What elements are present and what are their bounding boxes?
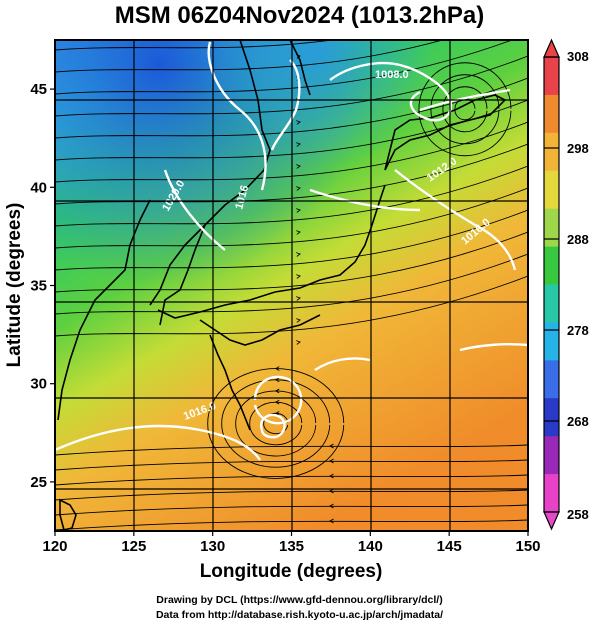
drawing-credit: Drawing by DCL (https://www.gfd-dennou.o… (156, 594, 443, 606)
colorbar: 308 298 288 278 268 258 (543, 38, 589, 531)
x-axis-label: Longitude (degrees) (200, 561, 383, 582)
streamline-arrow (329, 503, 334, 509)
grid-lines (55, 40, 528, 531)
streamline-arrow (274, 411, 280, 416)
streamline (55, 253, 528, 315)
streamline (55, 187, 528, 249)
streamline-arrow (274, 388, 280, 394)
colorbar-band (544, 94, 559, 134)
y-tick-label: 25 (30, 474, 47, 491)
colorbar-tick-label: 288 (567, 232, 589, 247)
streamline-arrow (329, 443, 334, 449)
streamline (55, 55, 528, 117)
streamline (55, 209, 528, 271)
colorbar-band (544, 474, 559, 513)
streamline-arrow (274, 399, 280, 405)
x-tick-label: 140 (358, 538, 383, 555)
streamline-arrow (296, 318, 301, 323)
streamline-arrow (296, 164, 301, 169)
streamline (55, 519, 528, 531)
colorbar-band (544, 170, 559, 210)
y-tick-label: 40 (30, 179, 47, 196)
wind-streamlines (55, 40, 528, 531)
colorbar-top-arrow (543, 38, 560, 58)
x-tick-label: 145 (437, 538, 462, 555)
streamline (55, 40, 336, 51)
x-tick-label: 150 (515, 538, 540, 555)
colorbar-bands (544, 57, 559, 513)
streamline (55, 504, 528, 516)
streamline-arrow (296, 296, 301, 301)
colorbar-band (544, 398, 559, 437)
colorbar-band (544, 246, 559, 285)
chart-title: MSM 06Z04Nov2024 (1013.2hPa) (114, 2, 485, 29)
streamline-arrow (296, 274, 301, 279)
streamline (207, 368, 345, 479)
colorbar-band (544, 436, 559, 475)
streamline-arrow (296, 120, 301, 125)
colorbar-tick-label: 308 (567, 49, 589, 64)
isobar-label: 1008.0 (375, 69, 409, 81)
colorbar-band (544, 284, 559, 323)
y-axis-ticks: 25 30 35 40 45 (30, 81, 55, 491)
y-tick-label: 35 (30, 278, 47, 295)
x-tick-label: 135 (279, 538, 304, 555)
streamline-arrow (296, 208, 301, 213)
colorbar-tick-label: 268 (567, 414, 589, 429)
streamline-arrow (274, 366, 280, 371)
streamline (442, 86, 488, 133)
streamline-arrow (296, 142, 301, 147)
streamline-arrow (329, 488, 334, 494)
streamline-arrow (296, 186, 301, 191)
streamline-arrow (329, 458, 334, 464)
streamline (249, 401, 303, 446)
streamline-arrow (296, 340, 301, 345)
streamline (430, 74, 500, 145)
streamline-arrow (296, 252, 301, 257)
streamline (55, 275, 528, 337)
streamline-arrow (329, 518, 334, 524)
streamline (55, 474, 528, 486)
streamline (221, 379, 331, 468)
colorbar-tick-label: 278 (567, 323, 589, 338)
streamline (454, 98, 476, 121)
streamline (55, 231, 528, 293)
colorbar-band (544, 360, 559, 399)
streamline (55, 40, 513, 95)
colorbar-band (544, 208, 559, 248)
x-tick-label: 120 (42, 538, 67, 555)
colorbar-band (544, 322, 559, 361)
colorbar-ticks: 308 298 288 278 268 258 (544, 49, 589, 522)
streamline (55, 40, 445, 73)
streamline (55, 444, 528, 456)
streamline (418, 62, 512, 157)
y-axis-label: Latitude (degrees) (4, 203, 25, 368)
streamline (55, 459, 528, 471)
x-tick-label: 125 (121, 538, 146, 555)
colorbar-band (544, 57, 559, 96)
streamline (235, 390, 317, 457)
streamline-arrow (274, 377, 280, 383)
colorbar-band (544, 132, 559, 172)
streamline (55, 121, 528, 183)
data-credit: Data from http://database.rish.kyoto-u.a… (155, 609, 444, 621)
x-tick-label: 130 (200, 538, 225, 555)
x-axis-ticks: 120 125 130 135 140 145 150 (42, 531, 541, 555)
colorbar-bottom-arrow (543, 511, 560, 531)
streamline-arrow (296, 230, 301, 235)
y-tick-label: 30 (30, 376, 47, 393)
streamline (55, 489, 528, 501)
streamline-arrow (329, 473, 334, 479)
streamline (55, 143, 528, 205)
colorbar-tick-label: 258 (567, 507, 589, 522)
streamline (55, 165, 528, 227)
colorbar-tick-label: 298 (567, 141, 589, 156)
y-tick-label: 45 (30, 81, 47, 98)
